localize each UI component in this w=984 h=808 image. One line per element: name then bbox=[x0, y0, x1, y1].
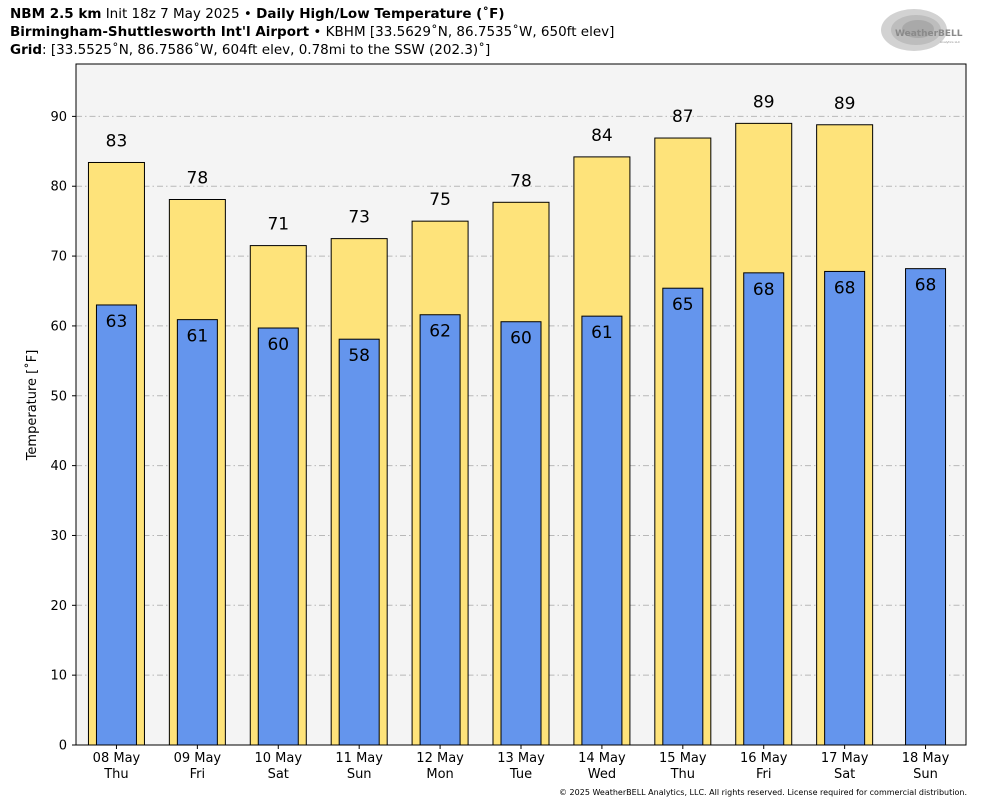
separator: • bbox=[243, 6, 252, 22]
x-tick-label-date: 11 May bbox=[335, 751, 383, 766]
low-value-label: 58 bbox=[348, 346, 370, 366]
low-bar bbox=[338, 338, 380, 746]
low-bar bbox=[500, 321, 542, 746]
low-bar bbox=[176, 319, 218, 746]
high-value-label: 83 bbox=[106, 131, 128, 151]
y-tick-label: 40 bbox=[50, 459, 67, 474]
high-value-label: 71 bbox=[267, 215, 289, 235]
low-value-label: 68 bbox=[834, 278, 856, 298]
y-tick-label: 0 bbox=[59, 739, 67, 754]
low-value-label: 65 bbox=[672, 295, 694, 315]
high-value-label: 78 bbox=[187, 169, 209, 189]
y-tick-label: 80 bbox=[50, 180, 67, 195]
low-value-label: 61 bbox=[187, 327, 209, 347]
x-tick-label-date: 12 May bbox=[416, 751, 464, 766]
high-value-label: 73 bbox=[348, 208, 370, 228]
low-labels: 63 61 60 58 62 60 61 65 68 68 68 bbox=[106, 276, 937, 367]
logo-subtext: Analytics LLC bbox=[940, 40, 960, 44]
low-bar bbox=[257, 327, 299, 746]
x-tick-label-date: 16 May bbox=[740, 751, 788, 766]
x-tick-label-day: Sun bbox=[347, 767, 372, 782]
station-name: Birmingham-Shuttlesworth Int'l Airport bbox=[10, 24, 310, 40]
x-tick-label-date: 15 May bbox=[659, 751, 707, 766]
high-value-label: 75 bbox=[429, 190, 451, 210]
x-tick-label-day: Thu bbox=[103, 767, 128, 782]
low-bar bbox=[743, 272, 785, 746]
high-value-label: 87 bbox=[672, 107, 694, 127]
x-tick-label-day: Sun bbox=[913, 767, 938, 782]
low-bar bbox=[95, 304, 137, 746]
y-axis-label: Temperature [˚F] bbox=[24, 350, 40, 462]
low-bar bbox=[905, 268, 947, 746]
y-tick-label: 60 bbox=[50, 319, 67, 334]
high-value-label: 89 bbox=[753, 92, 775, 112]
product-title: Daily High/Low Temperature (˚F) bbox=[256, 6, 505, 22]
y-tick-label: 70 bbox=[50, 250, 67, 265]
station-details: KBHM [33.5629˚N, 86.7535˚W, 650ft elev] bbox=[325, 24, 615, 40]
y-tick-label: 30 bbox=[50, 529, 67, 544]
high-value-label: 78 bbox=[510, 171, 532, 191]
x-tick-label-date: 17 May bbox=[821, 751, 869, 766]
x-tick-label-date: 18 May bbox=[902, 751, 950, 766]
swirl-icon bbox=[881, 9, 947, 51]
y-tick-label: 90 bbox=[50, 110, 67, 125]
low-value-label: 63 bbox=[106, 312, 128, 332]
high-value-label: 84 bbox=[591, 126, 613, 146]
x-tick-label-day: Sat bbox=[834, 767, 855, 782]
weatherbell-logo: WeatherBELL Analytics LLC bbox=[881, 9, 963, 51]
high-labels: 83 78 71 73 75 78 84 87 89 89 bbox=[106, 92, 856, 234]
copyright-notice: © 2025 WeatherBELL Analytics, LLC. All r… bbox=[559, 788, 967, 797]
low-bar bbox=[662, 287, 704, 746]
title-line-1: NBM 2.5 km Init 18z 7 May 2025 • Daily H… bbox=[10, 5, 505, 23]
x-tick-label-date: 09 May bbox=[174, 751, 222, 766]
low-bar bbox=[581, 315, 623, 746]
grid-details: : [33.5525˚N, 86.7586˚W, 604ft elev, 0.7… bbox=[42, 42, 491, 58]
x-tick-label-day: Wed bbox=[588, 767, 616, 782]
low-value-label: 60 bbox=[267, 335, 289, 355]
x-tick-label-day: Mon bbox=[426, 767, 453, 782]
init-time: Init 18z 7 May 2025 bbox=[105, 6, 240, 22]
low-value-label: 61 bbox=[591, 323, 613, 343]
grid-label: Grid bbox=[10, 42, 43, 58]
y-axis: 0 10 20 30 40 50 60 70 80 90 bbox=[50, 110, 76, 754]
x-tick-label-date: 13 May bbox=[497, 751, 545, 766]
y-tick-label: 10 bbox=[50, 669, 67, 684]
title-line-2: Birmingham-Shuttlesworth Int'l Airport •… bbox=[10, 23, 614, 41]
y-tick-label: 50 bbox=[50, 389, 67, 404]
y-tick-label: 20 bbox=[50, 599, 67, 614]
high-value-label: 89 bbox=[834, 94, 856, 114]
low-value-label: 68 bbox=[753, 280, 775, 300]
low-bar bbox=[824, 270, 866, 746]
logo-text: WeatherBELL bbox=[895, 29, 963, 39]
x-tick-label-day: Fri bbox=[756, 767, 772, 782]
x-tick-label-date: 14 May bbox=[578, 751, 626, 766]
low-value-label: 68 bbox=[915, 276, 937, 296]
low-bar bbox=[419, 314, 461, 746]
x-tick-label-day: Thu bbox=[670, 767, 695, 782]
x-tick-label-day: Sat bbox=[268, 767, 289, 782]
x-tick-label-day: Tue bbox=[509, 767, 532, 782]
model-name: NBM 2.5 km bbox=[10, 6, 102, 22]
x-tick-label-day: Fri bbox=[190, 767, 206, 782]
title-line-3: Grid: [33.5525˚N, 86.7586˚W, 604ft elev,… bbox=[10, 41, 490, 59]
low-value-label: 62 bbox=[429, 322, 451, 342]
separator: • bbox=[313, 24, 322, 40]
x-tick-label-date: 10 May bbox=[254, 751, 302, 766]
x-tick-label-date: 08 May bbox=[93, 751, 141, 766]
low-bars bbox=[95, 268, 947, 746]
low-value-label: 60 bbox=[510, 329, 532, 349]
